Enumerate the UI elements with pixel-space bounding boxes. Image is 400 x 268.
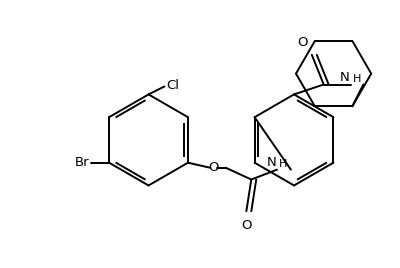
- Text: Cl: Cl: [166, 79, 179, 92]
- Text: N: N: [266, 156, 276, 169]
- Text: Br: Br: [75, 156, 89, 169]
- Text: H: H: [352, 73, 361, 84]
- Text: O: O: [208, 161, 219, 174]
- Text: N: N: [340, 70, 350, 84]
- Text: O: O: [297, 36, 308, 49]
- Text: H: H: [279, 159, 287, 169]
- Text: O: O: [241, 219, 252, 232]
